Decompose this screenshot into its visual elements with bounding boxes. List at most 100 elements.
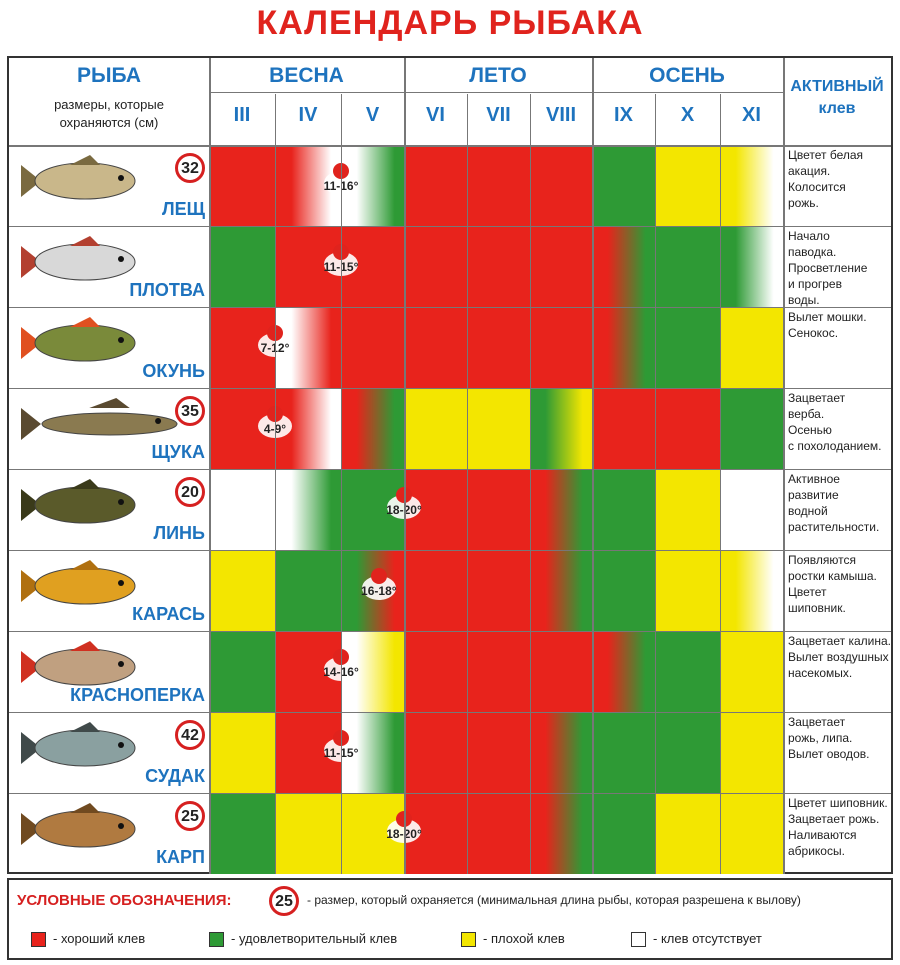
bite-cell <box>467 145 530 226</box>
legend-none: - клев отсутствует <box>653 931 762 946</box>
fish-name: ЛИНЬ <box>153 523 205 543</box>
bite-cell <box>592 226 655 307</box>
size-limit-badge: 35 <box>175 396 205 426</box>
grid-line <box>9 469 891 470</box>
legend-poor: - плохой клев <box>483 931 565 946</box>
spawn-temperature-label: 11-15° <box>316 260 366 274</box>
bite-cell <box>341 388 404 469</box>
fish-name: СУДАК <box>145 766 205 786</box>
legend-swatch-none <box>631 932 646 947</box>
bite-cell <box>592 793 655 874</box>
spawn-temperature-label: 16-18° <box>361 584 397 598</box>
grid-line <box>530 94 531 874</box>
spawn-temperature-label: 7-12° <box>250 341 300 355</box>
bite-cell <box>275 793 341 874</box>
bite-cell <box>592 388 655 469</box>
grid-line <box>9 307 891 308</box>
legend-good: - хороший клев <box>53 931 146 946</box>
bite-cell <box>467 307 530 388</box>
grid-line <box>209 92 783 93</box>
column-header-fish: РЫБА <box>76 64 142 87</box>
active-bite-note: Начало паводка. Просветление и прогрев в… <box>788 229 868 307</box>
grid-line <box>592 58 594 874</box>
grid-line <box>404 58 406 874</box>
bite-cell <box>530 145 592 226</box>
perch-icon <box>15 313 145 378</box>
fish-name: КАРАСЬ <box>132 604 205 624</box>
active-bite-note: Зацветает верба. Осенью с похолоданием. <box>788 391 882 453</box>
month-header-iv: IV <box>298 104 318 126</box>
bite-cell <box>467 469 530 550</box>
grid-line <box>9 631 891 632</box>
bite-cell <box>720 631 783 712</box>
rudd-icon <box>15 637 145 702</box>
bite-cell <box>592 307 655 388</box>
column-header-sizes: размеры, которые охраняются (см) <box>54 97 164 130</box>
bite-cell <box>530 550 592 631</box>
bite-cell <box>592 550 655 631</box>
zander-icon <box>15 718 145 783</box>
grid-line <box>9 226 891 227</box>
bite-cell <box>209 145 275 226</box>
grid-line <box>9 388 891 389</box>
bite-cell <box>592 631 655 712</box>
grid-line <box>467 94 468 874</box>
spawn-temperature-label: 11-16° <box>316 179 366 193</box>
carp-icon <box>15 799 145 864</box>
bite-cell <box>275 469 341 550</box>
month-header-iii: III <box>233 104 251 126</box>
bite-cell <box>655 712 720 793</box>
bite-cell <box>720 307 783 388</box>
bite-cell <box>655 550 720 631</box>
grid-line <box>783 58 785 874</box>
legend-limit-sample: 25 <box>269 886 299 916</box>
pike-icon <box>15 394 191 459</box>
bite-cell <box>467 631 530 712</box>
month-header-ix: IX <box>614 104 633 126</box>
bite-cell <box>467 793 530 874</box>
legend: УСЛОВНЫЕ ОБОЗНАЧЕНИЯ: 25 - размер, котор… <box>7 878 893 960</box>
season-spring: ВЕСНА <box>269 64 344 87</box>
bite-cell <box>720 226 783 307</box>
active-bite-note: Цветет шиповник. Зацветает рожь. Наливаю… <box>788 796 888 858</box>
bite-cell <box>720 145 783 226</box>
bite-cell <box>404 712 467 793</box>
season-autumn: ОСЕНЬ <box>649 64 725 87</box>
bite-cell <box>592 469 655 550</box>
size-limit-badge: 25 <box>175 801 205 831</box>
crucian-icon <box>15 556 145 621</box>
month-header-viii: VIII <box>545 104 576 126</box>
bite-cell <box>275 550 341 631</box>
active-bite-note: Зацветает калина. Вылет воздушных насеко… <box>788 634 891 680</box>
fish-name: КАРП <box>156 847 205 867</box>
bite-cell <box>655 631 720 712</box>
bite-cell <box>404 307 467 388</box>
bite-cell <box>530 388 592 469</box>
grid-line <box>9 145 891 147</box>
spawn-temperature-marker: 16-18° <box>360 568 398 608</box>
bite-cell <box>404 550 467 631</box>
bite-cell <box>655 793 720 874</box>
bite-cell <box>720 712 783 793</box>
bite-cell <box>404 631 467 712</box>
month-header-v: V <box>365 104 380 126</box>
legend-swatch-satisfactory <box>209 932 224 947</box>
legend-swatch-poor <box>461 932 476 947</box>
bite-cell <box>209 226 275 307</box>
active-bite-note: Активное развитие водной растительности. <box>788 472 880 534</box>
bite-cell <box>592 712 655 793</box>
size-limit-badge: 20 <box>175 477 205 507</box>
fish-name: ЩУКА <box>151 442 205 462</box>
spawn-temperature-label: 11-15° <box>316 746 366 760</box>
month-header-xi: XI <box>742 104 761 126</box>
bite-cell <box>530 226 592 307</box>
fish-name: ЛЕЩ <box>162 199 205 219</box>
bite-cell <box>467 550 530 631</box>
tench-icon <box>15 475 145 540</box>
bite-cell <box>655 145 720 226</box>
bream-icon <box>15 151 145 216</box>
bite-cell <box>720 550 783 631</box>
grid-line <box>9 712 891 713</box>
grid-line <box>9 793 891 794</box>
grid-line <box>275 94 276 874</box>
